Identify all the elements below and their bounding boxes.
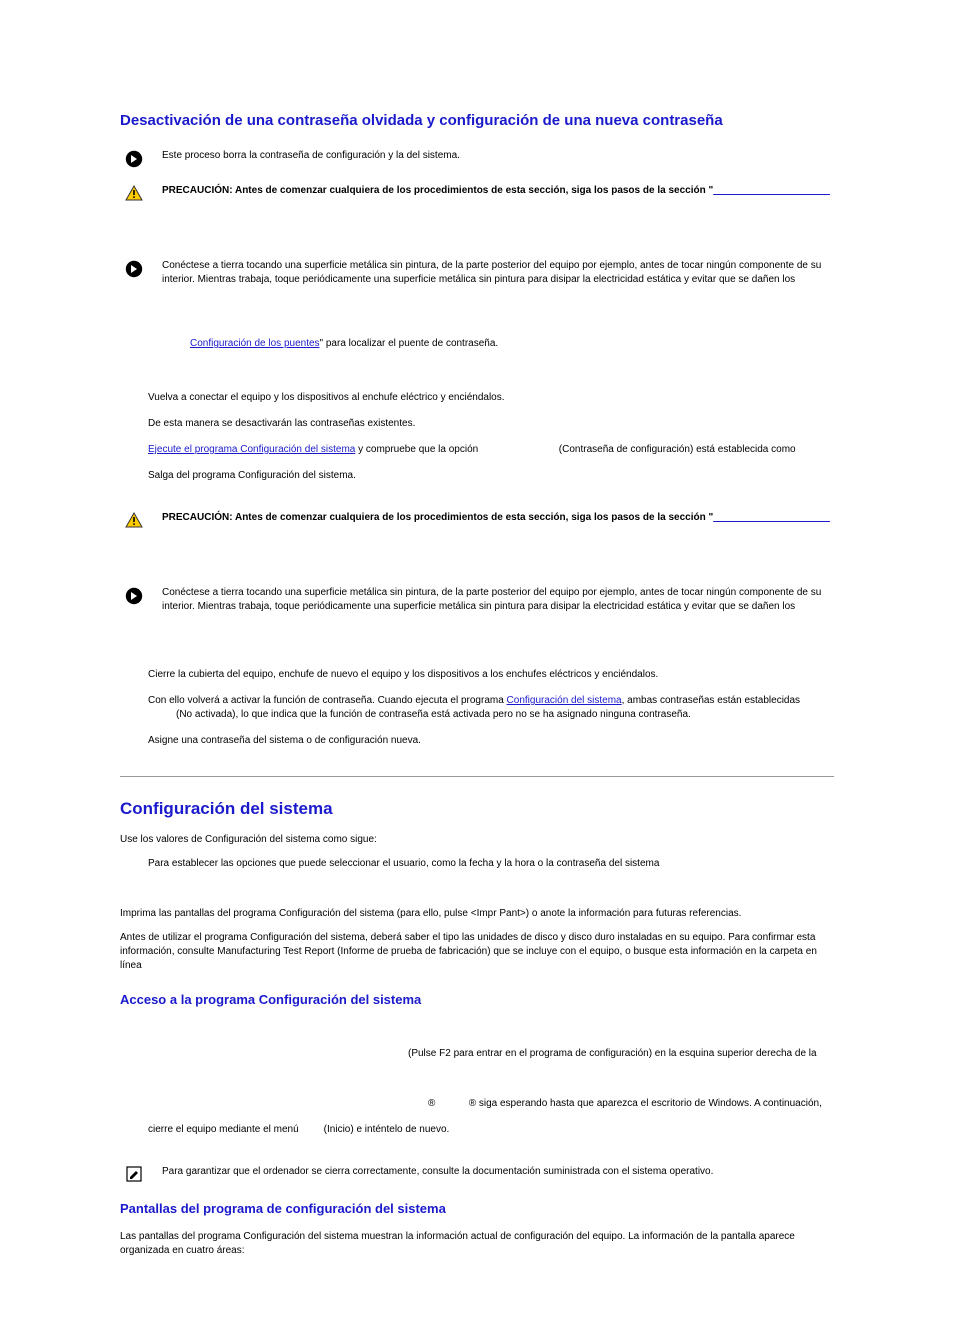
caution-row-1: PRECAUCIÓN: Antes de comenzar cualquiera…	[120, 184, 834, 201]
caution-icon	[120, 511, 148, 528]
caution-text-2: PRECAUCIÓN: Antes de comenzar cualquiera…	[162, 511, 834, 525]
notice-row-1: Este proceso borra la contraseña de conf…	[120, 149, 834, 168]
notice-row-2: Conéctese a tierra tocando una superfici…	[120, 259, 834, 287]
access-line-2-body: ® siga esperando hasta que aparezca el e…	[469, 1098, 822, 1109]
caution-row-2: PRECAUCIÓN: Antes de comenzar cualquiera…	[120, 511, 834, 528]
link-system-setup-2[interactable]: Configuración del sistema	[507, 695, 622, 706]
step-exit-setup: Salga del programa Configuración del sis…	[148, 469, 834, 483]
step-reconnect: Vuelva a conectar el equipo y los dispos…	[148, 391, 834, 405]
access-line-1: (Pulse F2 para entrar en el programa de …	[148, 1047, 834, 1061]
step-jumper-config: Configuración de los puentes" para local…	[190, 337, 834, 351]
heading-setup-screens: Pantallas del programa de configuración …	[120, 1200, 834, 1218]
link-run-system-setup[interactable]: Ejecute el programa Configuración del si…	[148, 444, 355, 455]
caution-label-1: PRECAUCIÓN:	[162, 185, 233, 196]
notice-text-1: Este proceso borra la contraseña de conf…	[162, 149, 834, 163]
notice-icon	[120, 259, 148, 278]
caution-icon	[120, 184, 148, 201]
heading-system-setup: Configuración del sistema	[120, 797, 834, 821]
step-reactivate: Con ello volverá a activar la función de…	[148, 694, 834, 722]
notice-icon	[120, 149, 148, 168]
step-run-setup: Ejecute el programa Configuración del si…	[148, 443, 834, 457]
step-assign-password: Asigne una contraseña del sistema o de c…	[148, 734, 834, 748]
section-separator	[120, 776, 834, 777]
step-jumper-after: " para localizar el puente de contraseña…	[320, 338, 499, 349]
note-icon	[120, 1165, 148, 1182]
caution-link-blank-1[interactable]	[713, 185, 830, 196]
bullet-user-options: Para establecer las opciones que puede s…	[148, 857, 834, 871]
notice-icon	[120, 586, 148, 605]
access-line-3-post: (Inicio) e inténtelo de nuevo.	[324, 1124, 450, 1135]
step-disable-passwords: De esta manera se desactivarán las contr…	[148, 417, 834, 431]
heading-access-setup: Acceso a la programa Configuración del s…	[120, 991, 834, 1009]
para-print-screens: Imprima las pantallas del programa Confi…	[120, 907, 834, 921]
caution-link-blank-2[interactable]	[713, 512, 830, 523]
step-reactivate-line2: (No activada), lo que indica que la func…	[176, 708, 834, 722]
caution-label-2: PRECAUCIÓN:	[162, 512, 233, 523]
note-text-1: Para garantizar que el ordenador se cier…	[162, 1165, 834, 1179]
access-line-2: ® ® siga esperando hasta que aparezca el…	[148, 1097, 834, 1111]
notice-text-3: Conéctese a tierra tocando una superfici…	[162, 586, 834, 614]
caution-body-2: Antes de comenzar cualquiera de los proc…	[233, 512, 714, 523]
notice-row-3: Conéctese a tierra tocando una superfici…	[120, 586, 834, 614]
step-reactivate-pre: Con ello volverá a activar la función de…	[148, 695, 507, 706]
intro-text: Use los valores de Configuración del sis…	[120, 833, 834, 847]
reg-mark-1: ®	[428, 1098, 435, 1109]
notice-text-2: Conéctese a tierra tocando una superfici…	[162, 259, 834, 287]
step-close-cover: Cierre la cubierta del equipo, enchufe d…	[148, 668, 834, 682]
access-line-3-pre: cierre el equipo mediante el menú	[148, 1124, 301, 1135]
heading-disable-password: Desactivación de una contraseña olvidada…	[120, 110, 834, 131]
para-before-using: Antes de utilizar el programa Configurac…	[120, 931, 834, 973]
step-reactivate-post: , ambas contraseñas están establecidas	[622, 695, 800, 706]
caution-text-1: PRECAUCIÓN: Antes de comenzar cualquiera…	[162, 184, 834, 198]
caution-body-1: Antes de comenzar cualquiera de los proc…	[233, 185, 714, 196]
link-jumper-config[interactable]: Configuración de los puentes	[190, 338, 320, 349]
step-run-setup-mid: y compruebe que la opción	[355, 444, 481, 455]
access-line-3: cierre el equipo mediante el menú (Inici…	[148, 1123, 834, 1137]
para-screens-desc: Las pantallas del programa Configuración…	[120, 1230, 834, 1258]
note-row-1: Para garantizar que el ordenador se cier…	[120, 1165, 834, 1182]
step-run-setup-tail: (Contraseña de configuración) está estab…	[559, 444, 796, 455]
